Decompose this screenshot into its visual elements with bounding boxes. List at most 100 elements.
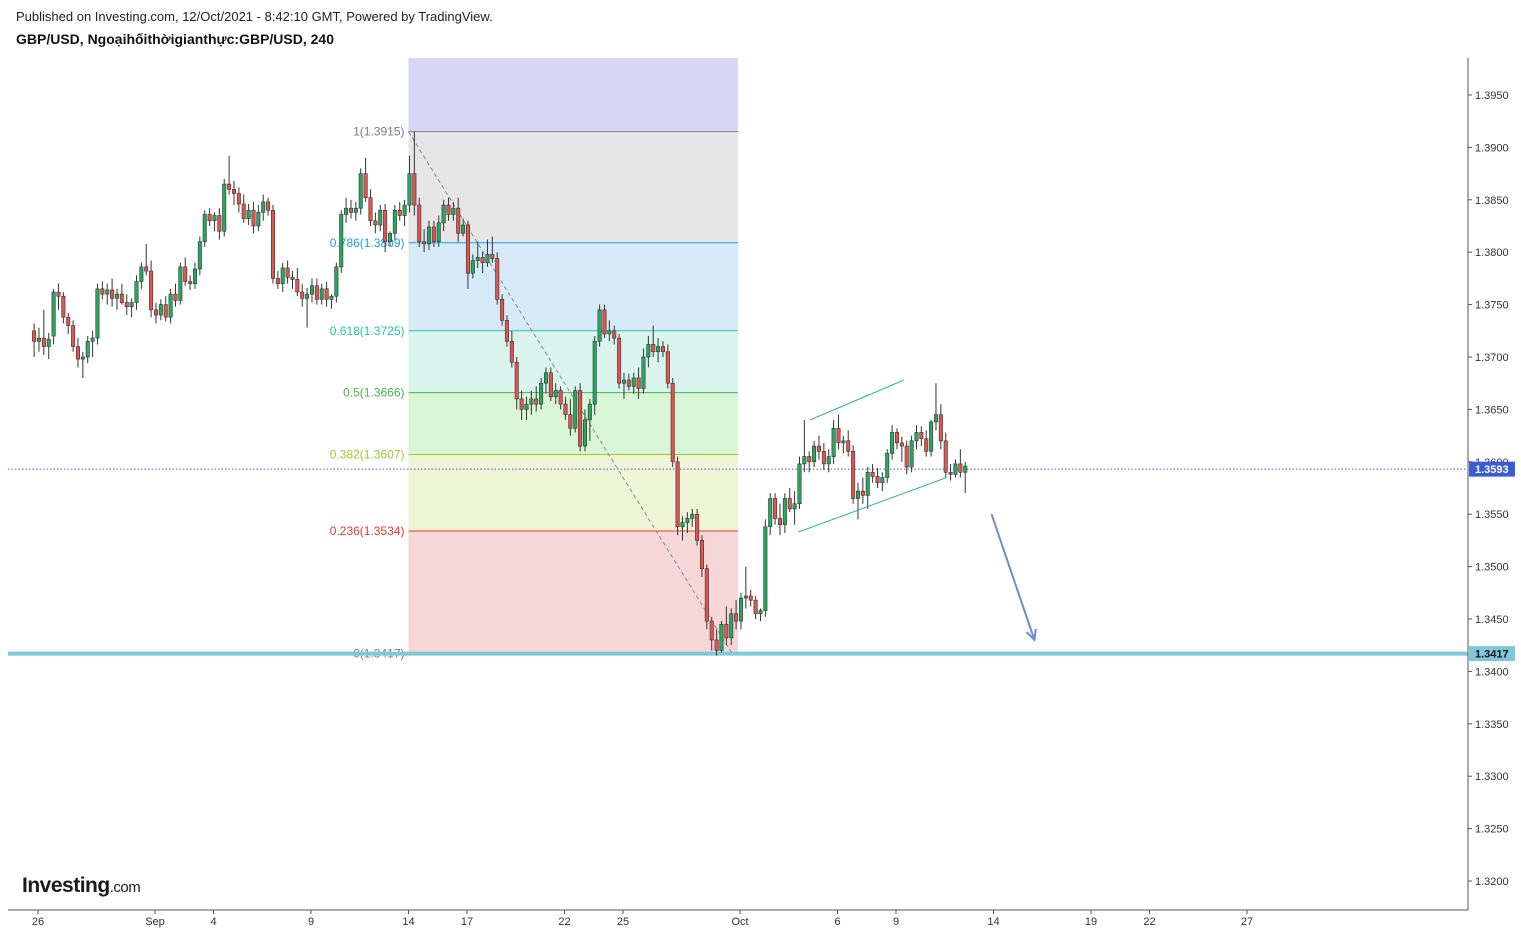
candle-body-up — [582, 419, 587, 447]
candle — [597, 304, 602, 347]
candle-body-up — [358, 173, 363, 209]
candle-body-down — [636, 377, 641, 389]
y-tick-label: 1.3750 — [1475, 300, 1509, 312]
candle-body-up — [51, 291, 56, 337]
candle — [134, 275, 139, 310]
candle-body-down — [704, 568, 709, 622]
x-tick-label: 17 — [461, 916, 473, 928]
candle — [202, 210, 207, 247]
candle — [173, 283, 178, 307]
candle — [305, 287, 310, 328]
candle — [943, 432, 948, 478]
candle — [933, 383, 938, 431]
candle-body-up — [475, 257, 480, 261]
y-tick-label: 1.3450 — [1475, 614, 1509, 626]
candle — [319, 283, 324, 305]
fibonacci-zones — [408, 58, 739, 654]
candle-body-down — [514, 361, 519, 400]
candle-body-down — [617, 337, 622, 384]
candle — [436, 215, 441, 247]
candle — [456, 197, 461, 242]
candle-body-up — [690, 513, 695, 519]
candle-body-down — [314, 285, 319, 300]
candle — [768, 493, 773, 536]
candle-body-up — [392, 209, 397, 234]
candle-body-down — [870, 471, 875, 477]
y-tick-label: 1.3200 — [1475, 876, 1509, 888]
fib-zone — [408, 330, 739, 393]
channel-upper-line — [810, 379, 904, 421]
candle — [841, 435, 846, 454]
candle-body-down — [144, 266, 149, 272]
candle-body-down — [948, 471, 953, 475]
candle — [899, 436, 904, 462]
candle-body-down — [75, 346, 80, 360]
candle — [894, 428, 899, 450]
x-tick-label: 4 — [210, 916, 216, 928]
candle-body-down — [100, 288, 105, 295]
candle — [431, 220, 436, 247]
candle — [66, 312, 71, 334]
candle-body-down — [904, 445, 909, 468]
candle-body-up — [597, 309, 602, 342]
candle-body-up — [212, 215, 217, 222]
candle — [149, 260, 154, 318]
candle-body-down — [846, 440, 851, 452]
candle — [212, 212, 217, 232]
candle — [280, 262, 285, 293]
candle-body-up — [344, 207, 349, 215]
candle — [383, 203, 388, 253]
candle-body-down — [173, 293, 178, 301]
candle — [573, 386, 578, 433]
candle — [738, 592, 743, 630]
candle — [329, 294, 334, 309]
candle-body-up — [485, 253, 490, 263]
candle-body-up — [719, 623, 724, 651]
candle — [358, 168, 363, 215]
candle-body-down — [422, 241, 427, 245]
candle — [519, 390, 524, 420]
candle-body-down — [188, 281, 193, 284]
x-tick-label: 14 — [987, 916, 999, 928]
fib-level-label: 1(1.3915) — [353, 125, 404, 139]
symbol-title: GBP/USD, Ngoạihốithờigianthực:GBP/USD, 2… — [16, 31, 335, 47]
candle — [231, 180, 236, 206]
candle-body-down — [124, 302, 129, 307]
candle — [178, 262, 183, 305]
candle-body-up — [85, 340, 90, 358]
investing-logo[interactable]: Investing.com — [22, 874, 141, 897]
x-tick-label: Oct — [731, 916, 748, 928]
candle — [261, 194, 266, 221]
candle-body-down — [504, 320, 509, 342]
candle-body-down — [153, 309, 158, 316]
candle — [563, 396, 568, 420]
candle — [465, 220, 470, 289]
candle-body-down — [368, 197, 373, 222]
candle — [558, 386, 563, 410]
candle-body-up — [134, 281, 139, 303]
candle — [509, 330, 514, 368]
y-tick-label: 1.3700 — [1475, 352, 1509, 364]
candle-body-up — [592, 340, 597, 405]
candle — [470, 254, 475, 279]
candle — [451, 201, 456, 221]
x-tick-label: Sep — [145, 916, 165, 928]
candle-body-up — [797, 463, 802, 505]
candle-body-down — [236, 193, 241, 205]
candle — [582, 409, 587, 452]
candle-body-down — [724, 623, 729, 639]
candle — [704, 564, 709, 630]
candle — [139, 262, 144, 289]
candle — [192, 262, 197, 289]
x-tick-label: 25 — [617, 916, 629, 928]
x-tick-label: 6 — [834, 916, 840, 928]
candle-body-down — [41, 337, 46, 347]
candle — [236, 187, 241, 213]
candle — [402, 199, 407, 226]
candle-body-down — [383, 209, 388, 243]
x-tick-label: 9 — [308, 916, 314, 928]
y-tick-label: 1.3400 — [1475, 666, 1509, 678]
candle — [719, 621, 724, 653]
candle-body-up — [782, 498, 787, 525]
